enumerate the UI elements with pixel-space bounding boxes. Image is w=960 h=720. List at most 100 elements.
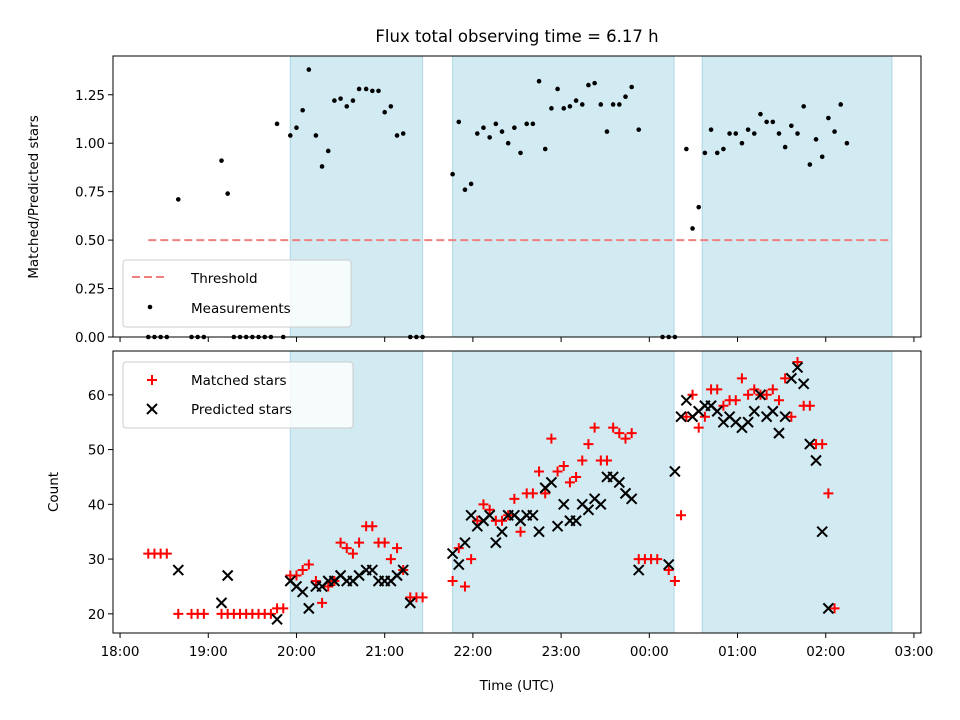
predicted-star-point <box>822 602 835 615</box>
matched-star-point <box>676 510 687 521</box>
measurement-point <box>770 119 776 125</box>
measurement-point <box>733 131 739 136</box>
matched-star-point <box>173 608 184 619</box>
x-tick-label: 03:00 <box>894 644 933 660</box>
y-tick-label: 1.00 <box>75 136 105 152</box>
count-panel: 20 30 40 50 60 18:00 19:00 20:00 21:00 22:00 23:0… <box>46 350 933 660</box>
measurement-point <box>394 133 400 138</box>
matched-star-point <box>743 389 754 400</box>
ratio-legend: Threshold Measurements <box>122 259 352 328</box>
matched-star-point <box>278 603 289 614</box>
predicted-star-point <box>527 509 539 521</box>
measurement-point <box>518 150 523 156</box>
predicted-star-point <box>221 569 234 582</box>
matched-star-point <box>392 543 403 554</box>
matched-star-point <box>198 608 209 619</box>
x-tick-label: 21:00 <box>365 644 404 660</box>
legend-predicted-label: Predicted stars <box>191 402 292 418</box>
predicted-star-point <box>215 597 228 609</box>
predicted-star-point <box>669 465 681 478</box>
predicted-star-point <box>754 389 767 401</box>
predicted-star-point <box>459 536 471 549</box>
predicted-star-point <box>613 476 626 489</box>
measurement-point <box>758 111 763 117</box>
measurement-point <box>344 104 350 109</box>
matched-star-point <box>767 384 778 395</box>
predicted-star-point <box>366 564 379 576</box>
measurement-point <box>702 150 708 156</box>
count-x-ticks: 18:00 19:00 20:00 21:00 22:00 23:00 00:00 01:00… <box>101 633 933 660</box>
predicted-star-point <box>570 515 582 527</box>
x-tick-label: 00:00 <box>630 644 669 660</box>
measurement-point <box>350 98 356 103</box>
predicted-star-point <box>404 597 416 609</box>
measurement-point <box>567 104 573 109</box>
count-points <box>143 356 840 626</box>
matched-star-point <box>317 597 328 608</box>
measurement-point <box>376 88 381 94</box>
measurement-point <box>751 131 757 136</box>
ratio-x-ticks <box>119 337 915 342</box>
matched-star-point <box>379 537 390 548</box>
y-tick-label: 0.25 <box>75 282 105 298</box>
matched-star-point <box>564 477 575 488</box>
predicted-star-point <box>791 361 804 374</box>
matched-star-point <box>608 422 619 433</box>
predicted-star-point <box>663 558 675 571</box>
observing-span <box>452 55 675 338</box>
matched-star-point <box>773 395 784 406</box>
measurement-point <box>338 96 343 101</box>
matched-star-point <box>335 537 346 548</box>
measurement-point <box>382 109 387 115</box>
measurement-point <box>604 129 610 134</box>
measurement-point <box>288 133 293 138</box>
matched-star-point <box>614 428 625 439</box>
measurement-point <box>499 129 505 134</box>
y-tick-label: 50 <box>88 443 105 459</box>
legend-measurement-swatch <box>147 304 153 310</box>
measurement-point <box>530 121 536 127</box>
matched-star-point <box>534 466 545 477</box>
y-tick-label: 40 <box>88 497 105 513</box>
y-tick-label: 1.25 <box>75 88 105 104</box>
predicted-star-point <box>558 498 570 511</box>
measurement-point <box>225 191 230 196</box>
legend-measurement-label: Measurements <box>191 301 291 317</box>
matched-star-point <box>540 488 551 499</box>
predicted-star-point <box>582 504 595 516</box>
measurement-point <box>807 162 813 167</box>
matched-star-point <box>527 488 538 499</box>
matched-star-point <box>417 592 428 603</box>
predicted-star-point <box>172 564 184 576</box>
measurement-point <box>363 86 369 92</box>
measurement-point <box>332 98 337 103</box>
matched-star-point <box>515 526 526 537</box>
legend-matched-label: Matched stars <box>191 373 287 389</box>
measurement-point <box>456 119 462 125</box>
matched-star-point <box>354 537 365 548</box>
predicted-star-point <box>446 547 459 560</box>
measurement-point <box>826 115 831 121</box>
matched-star-point <box>552 466 563 477</box>
measurement-point <box>690 226 695 231</box>
predicted-star-point <box>296 586 309 598</box>
x-tick-label: 19:00 <box>189 644 228 660</box>
predicted-star-point <box>545 476 558 489</box>
measurement-point <box>370 88 375 94</box>
measurement-point <box>727 131 732 136</box>
matched-star-point <box>736 373 747 384</box>
matched-star-point <box>601 455 612 466</box>
y-tick-label: 20 <box>88 607 105 623</box>
measurement-point <box>739 140 745 146</box>
measurement-point <box>505 140 511 146</box>
measurement-point <box>512 125 517 131</box>
matched-star-point <box>687 389 698 400</box>
matched-star-point <box>652 554 663 565</box>
predicted-star-point <box>779 411 791 423</box>
measurement-point <box>319 164 325 169</box>
matched-star-point <box>546 433 557 444</box>
y-tick-label: 0.50 <box>75 233 105 249</box>
matched-star-point <box>829 603 840 614</box>
predicted-star-point <box>785 372 798 385</box>
count-y-ticks: 20 30 40 50 60 <box>88 388 113 623</box>
